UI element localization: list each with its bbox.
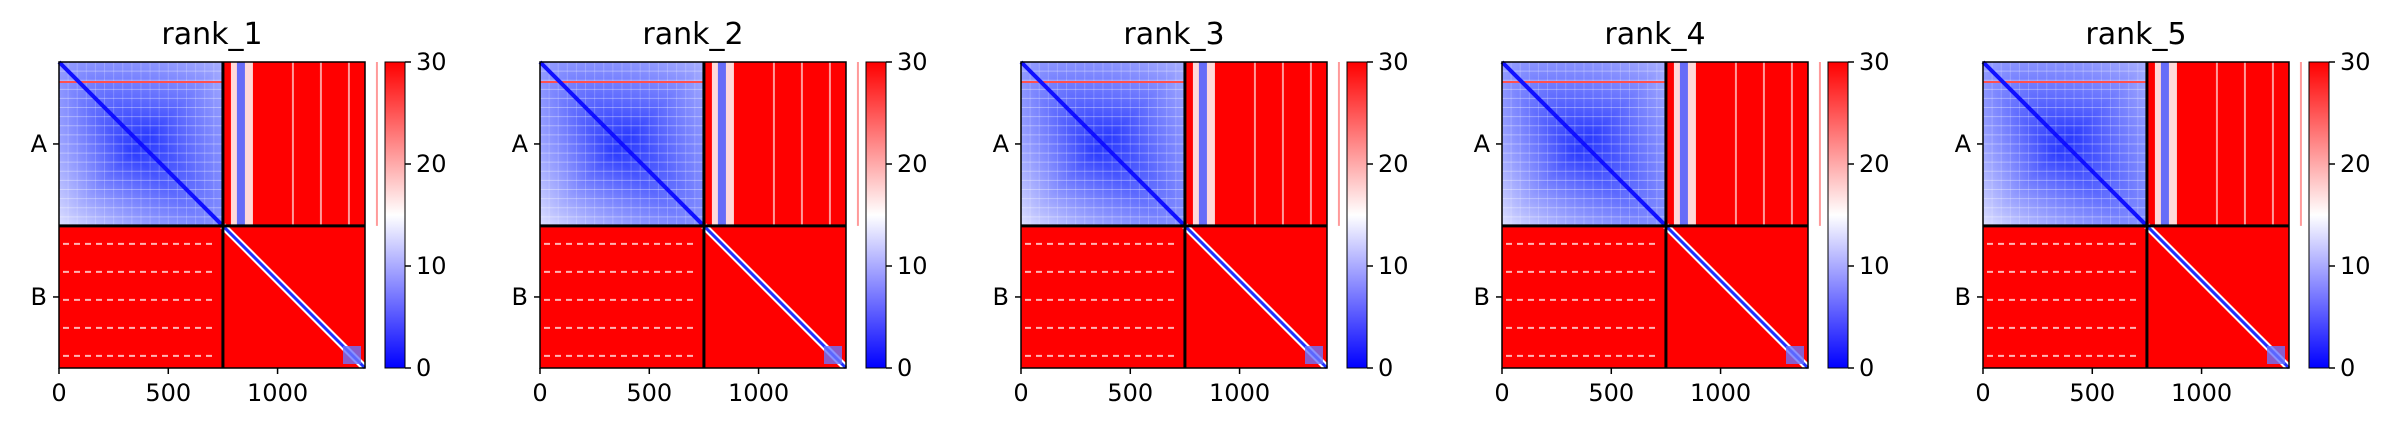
colorbar: [865, 61, 887, 369]
colorbar-tick-label: 0: [1859, 354, 1874, 382]
x-tick-label: 500: [1588, 379, 1634, 407]
x-tick-label: 1000: [247, 379, 308, 407]
colorbar-tick-label: 30: [416, 48, 447, 76]
colorbar: [2308, 61, 2330, 369]
plot-frame: [58, 61, 366, 369]
heatmap-panel-2: rank_2 A B 0 500 1000 0 10 20 30: [512, 17, 928, 407]
colorbar-tick-label: 0: [1378, 354, 1393, 382]
plot-frame: [539, 61, 847, 369]
panel-title: rank_3: [1123, 17, 1224, 52]
block-A-diagonal: [1500, 60, 1668, 228]
colorbar-tick-label: 10: [1378, 252, 1409, 280]
x-tick-label: 1000: [1209, 379, 1270, 407]
x-tick-label: 1000: [1690, 379, 1751, 407]
plot-frame: [1982, 61, 2290, 369]
plot-frame: [1501, 61, 1809, 369]
block-B-domain: [1305, 346, 1323, 364]
heatmap-panel-3: rank_3 A B 0 500 1000 0 10 20 30: [993, 17, 1409, 407]
block-B-domain: [1786, 346, 1804, 364]
colorbar-tick-label: 0: [416, 354, 431, 382]
x-tick-label: 500: [1107, 379, 1153, 407]
colorbar: [1827, 61, 1849, 369]
y-tick-label: B: [512, 283, 528, 311]
block-A-B-stripe-core: [1198, 62, 1207, 226]
block-A-B-stripe-core: [2160, 62, 2169, 226]
block-A-B-stripe-core: [717, 62, 726, 226]
colorbar: [1346, 61, 1368, 369]
y-tick-label: A: [31, 130, 48, 158]
x-tick-label: 1000: [2171, 379, 2232, 407]
block-B-domain: [824, 346, 842, 364]
x-tick-label: 0: [532, 379, 547, 407]
colorbar-tick-label: 20: [897, 150, 928, 178]
block-A-diagonal: [1019, 60, 1187, 228]
colorbar-tick-label: 20: [416, 150, 447, 178]
y-tick-label: B: [993, 283, 1009, 311]
x-tick-label: 0: [51, 379, 66, 407]
panel-title: rank_4: [1604, 17, 1705, 52]
block-A-diagonal: [1981, 60, 2149, 228]
colorbar-tick-label: 30: [897, 48, 928, 76]
panel-title: rank_5: [2085, 17, 2186, 52]
heatmap-panel-5: rank_5 A B 0 500 1000 0 10 20 30: [1955, 17, 2371, 407]
y-tick-label: B: [1474, 283, 1490, 311]
colorbar-tick-label: 10: [897, 252, 928, 280]
y-tick-label: B: [31, 283, 47, 311]
colorbar-tick-label: 30: [1378, 48, 1409, 76]
y-tick-label: A: [512, 130, 529, 158]
block-B-diagonal: [2145, 224, 2291, 370]
x-tick-label: 500: [2069, 379, 2115, 407]
x-tick-label: 0: [1013, 379, 1028, 407]
block-A-B-stripe-core: [1679, 62, 1688, 226]
block-B-domain: [2267, 346, 2285, 364]
block-B-diagonal: [1183, 224, 1329, 370]
y-tick-label: A: [1474, 130, 1491, 158]
colorbar: [384, 61, 406, 369]
y-tick-label: A: [993, 130, 1010, 158]
x-tick-label: 500: [626, 379, 672, 407]
colorbar-tick-label: 20: [1859, 150, 1890, 178]
colorbar-tick-label: 10: [2340, 252, 2371, 280]
y-tick-label: B: [1955, 283, 1971, 311]
block-A-B-stripe-core: [236, 62, 245, 226]
panel-title: rank_2: [642, 17, 743, 52]
colorbar-tick-label: 10: [1859, 252, 1890, 280]
block-A-diagonal: [538, 60, 706, 228]
x-tick-label: 1000: [728, 379, 789, 407]
colorbar-tick-label: 20: [2340, 150, 2371, 178]
x-tick-label: 500: [145, 379, 191, 407]
colorbar-tick-label: 0: [897, 354, 912, 382]
heatmap-panel-4: rank_4 A B 0 500 1000 0 10 20 30: [1474, 17, 1890, 407]
colorbar-tick-label: 20: [1378, 150, 1409, 178]
plot-frame: [1020, 61, 1328, 369]
y-tick-label: A: [1955, 130, 1972, 158]
block-B-diagonal: [1664, 224, 1810, 370]
colorbar-tick-label: 10: [416, 252, 447, 280]
block-B-domain: [343, 346, 361, 364]
colorbar-tick-label: 30: [1859, 48, 1890, 76]
panel-title: rank_1: [161, 17, 262, 52]
x-tick-label: 0: [1494, 379, 1509, 407]
heatmap-panel-1: rank_1 A B 0 500 1000 0 10 20 30: [31, 17, 447, 407]
colorbar-tick-label: 30: [2340, 48, 2371, 76]
block-B-diagonal: [221, 224, 367, 370]
block-B-diagonal: [702, 224, 848, 370]
block-A-diagonal: [57, 60, 225, 228]
colorbar-tick-label: 0: [2340, 354, 2355, 382]
x-tick-label: 0: [1975, 379, 1990, 407]
